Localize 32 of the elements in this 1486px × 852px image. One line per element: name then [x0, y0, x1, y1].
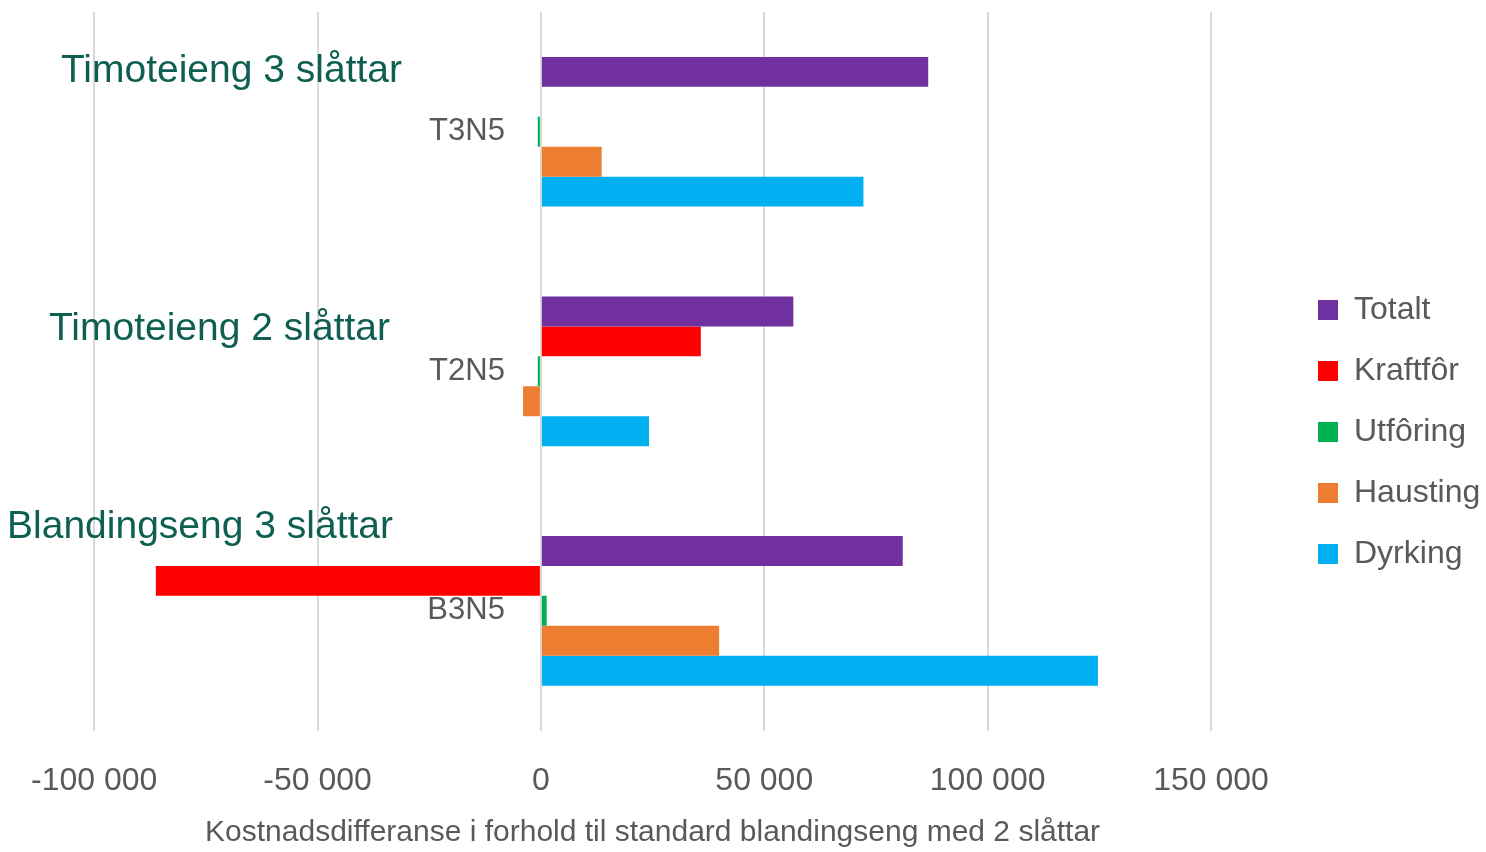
- annotation: Timoteieng 3 slåttar: [60, 46, 403, 90]
- bar: [541, 296, 794, 327]
- y-tick-label: B3N5: [427, 591, 505, 627]
- bar: [541, 535, 903, 566]
- bar: [537, 356, 540, 387]
- annotation: Timoteieng 2 slåttar: [48, 305, 391, 349]
- bar: [523, 386, 540, 417]
- x-tick-label: -50 000: [263, 760, 372, 797]
- bar: [541, 146, 602, 177]
- x-tick-label: 0: [532, 760, 550, 797]
- x-axis-title: Kostnadsdifferanse i forhold til standard blandingseng med 2 slåttar: [205, 814, 1101, 848]
- bar: [541, 176, 864, 207]
- bar: [541, 326, 701, 357]
- bar: [537, 116, 540, 147]
- legend-label: Hausting: [1354, 472, 1481, 509]
- x-tick-label: 150 000: [1153, 760, 1269, 797]
- bar: [541, 56, 929, 87]
- bar: [541, 655, 1098, 686]
- x-tick-label: 50 000: [715, 760, 814, 797]
- y-tick-label: T2N5: [429, 351, 505, 387]
- annotation: Blandingseng 3 slåttar: [7, 502, 393, 546]
- legend-label: Utfôring: [1354, 411, 1467, 448]
- bar: [541, 625, 720, 656]
- x-tick-label: 100 000: [929, 760, 1046, 797]
- x-tick-label: -100 000: [31, 760, 158, 797]
- legend-label: Totalt: [1354, 289, 1431, 326]
- legend-label: Kraftfôr: [1354, 350, 1460, 387]
- bar: [541, 416, 650, 447]
- legend-label: Dyrking: [1354, 533, 1463, 570]
- bar: [155, 565, 540, 596]
- bar: [541, 595, 547, 626]
- y-tick-label: T3N5: [429, 112, 505, 148]
